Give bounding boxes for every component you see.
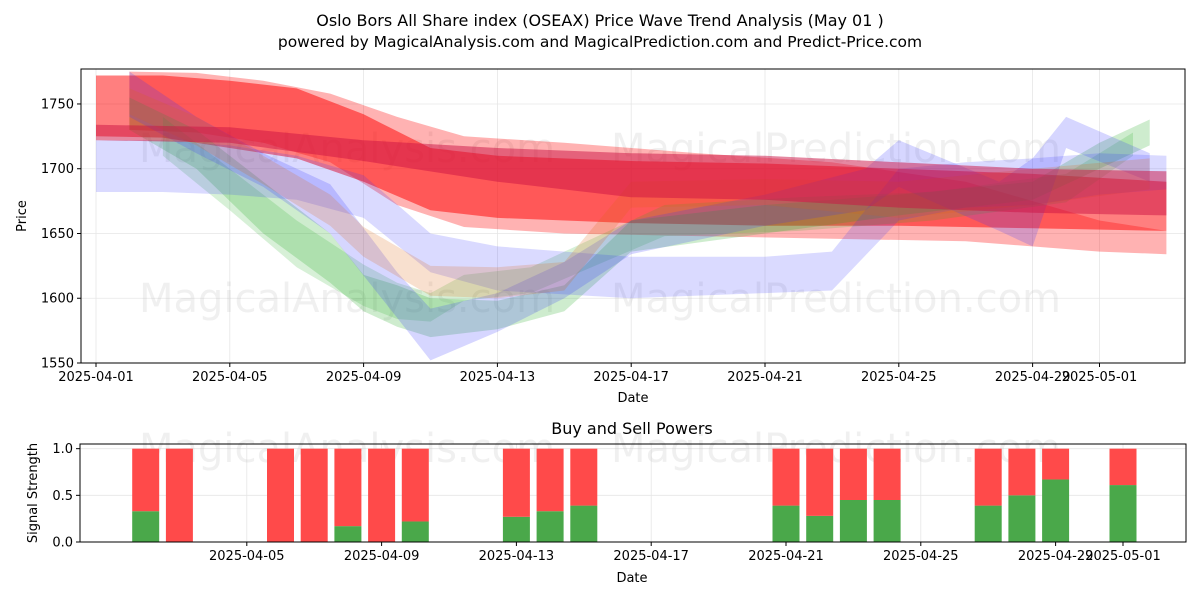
sell-bar-2 bbox=[267, 448, 294, 542]
main-xtick-label-0: 2025-04-01 bbox=[58, 370, 134, 385]
sell-bar-11 bbox=[806, 448, 834, 516]
sub-ylabel: Signal Strength bbox=[26, 443, 41, 543]
sub-xtick-label-2: 2025-04-13 bbox=[479, 549, 555, 564]
sub-ticks: 0.0 0.5 1.0 2025-04-05 2025-04-09 2025-04-13 2… bbox=[52, 442, 1160, 564]
sub-plot-frame bbox=[79, 443, 1187, 543]
sell-bar-8 bbox=[536, 448, 564, 512]
sub-bars bbox=[132, 448, 1137, 542]
sell-bar-17 bbox=[1109, 448, 1137, 486]
buy-bar-12 bbox=[839, 500, 867, 542]
main-ticks: 1550 1600 1650 1700 1750 2025-04-01 2025-04-05… bbox=[41, 97, 1137, 385]
sub-xtick-label-1: 2025-04-09 bbox=[344, 549, 420, 564]
main-plot-frame bbox=[80, 68, 1186, 364]
main-ytick-label-2: 1650 bbox=[41, 227, 74, 242]
main-watermark-4: MagicalPrediction.com bbox=[611, 276, 1061, 322]
sell-bar-4 bbox=[334, 448, 362, 527]
main-xtick-label-6: 2025-04-25 bbox=[861, 370, 937, 385]
sell-bar-5 bbox=[368, 448, 396, 542]
main-xtick-label-4: 2025-04-17 bbox=[593, 370, 669, 385]
buy-bar-4 bbox=[334, 526, 362, 542]
sell-bar-9 bbox=[570, 448, 598, 506]
sell-bar-3 bbox=[300, 448, 328, 542]
sub-xtick-label-6: 2025-04-29 bbox=[1018, 549, 1094, 564]
wave-band-green-wave-2 bbox=[162, 116, 1133, 322]
buy-bar-13 bbox=[873, 500, 901, 542]
buy-bar-14 bbox=[974, 505, 1002, 542]
sell-bar-10 bbox=[772, 448, 800, 506]
main-ylabel: Price bbox=[15, 200, 30, 232]
chart-subtitle: powered by MagicalAnalysis.com and Magic… bbox=[278, 33, 922, 51]
main-watermark-3: MagicalAnalysis.com bbox=[139, 276, 555, 322]
buy-bar-0 bbox=[132, 511, 160, 542]
sub-xlabel: Date bbox=[616, 571, 647, 586]
main-xtick-label-3: 2025-04-13 bbox=[460, 370, 536, 385]
main-ytick-label-4: 1750 bbox=[41, 97, 74, 112]
main-ytick-label-0: 1550 bbox=[41, 357, 74, 372]
sell-bar-13 bbox=[873, 448, 901, 500]
sell-bar-12 bbox=[839, 448, 867, 500]
sub-title: Buy and Sell Powers bbox=[551, 419, 713, 438]
buy-bar-11 bbox=[806, 515, 834, 542]
sub-xtick-label-0: 2025-04-05 bbox=[209, 549, 285, 564]
buy-bar-6 bbox=[401, 521, 429, 542]
buy-bar-10 bbox=[772, 505, 800, 542]
sub-ytick-label-2: 1.0 bbox=[52, 442, 73, 457]
sell-bar-7 bbox=[502, 448, 530, 517]
sub-ytick-label-1: 0.5 bbox=[52, 489, 73, 504]
buy-bar-17 bbox=[1109, 485, 1137, 542]
sell-bar-6 bbox=[401, 448, 429, 522]
sub-plot: Buy and Sell Powers MagicalAnalysis.comM… bbox=[26, 419, 1187, 586]
sub-xtick-label-4: 2025-04-21 bbox=[748, 549, 824, 564]
main-ytick-label-3: 1700 bbox=[41, 162, 74, 177]
main-xtick-label-1: 2025-04-05 bbox=[192, 370, 268, 385]
buy-bar-16 bbox=[1042, 479, 1070, 542]
main-areas bbox=[96, 71, 1167, 361]
sell-bar-1 bbox=[165, 448, 193, 542]
main-xtick-label-8: 2025-05-01 bbox=[1062, 370, 1138, 385]
chart-title: Oslo Bors All Share index (OSEAX) Price … bbox=[316, 11, 883, 30]
sub-xtick-label-3: 2025-04-17 bbox=[613, 549, 689, 564]
sub-xtick-label-5: 2025-04-25 bbox=[883, 549, 959, 564]
sell-bar-15 bbox=[1008, 448, 1036, 496]
buy-bar-7 bbox=[502, 516, 530, 542]
wave-band-blue-wave-2 bbox=[129, 71, 1150, 361]
main-ytick-label-1: 1600 bbox=[41, 292, 74, 307]
buy-bar-8 bbox=[536, 511, 564, 542]
sell-bar-14 bbox=[974, 448, 1002, 506]
main-xtick-label-5: 2025-04-21 bbox=[727, 370, 803, 385]
buy-bar-9 bbox=[570, 505, 598, 542]
buy-bar-15 bbox=[1008, 495, 1036, 542]
main-xlabel: Date bbox=[617, 391, 648, 406]
sub-ytick-label-0: 0.0 bbox=[52, 536, 73, 551]
sell-bar-16 bbox=[1042, 448, 1070, 480]
main-xtick-label-7: 2025-04-29 bbox=[995, 370, 1071, 385]
sell-bar-0 bbox=[132, 448, 160, 512]
main-xtick-label-2: 2025-04-09 bbox=[326, 370, 402, 385]
sub-xtick-label-7: 2025-05-01 bbox=[1085, 549, 1161, 564]
wave-band-crimson-wave bbox=[96, 124, 1167, 216]
main-plot: MagicalAnalysis.com MagicalPrediction.com… bbox=[15, 68, 1186, 406]
